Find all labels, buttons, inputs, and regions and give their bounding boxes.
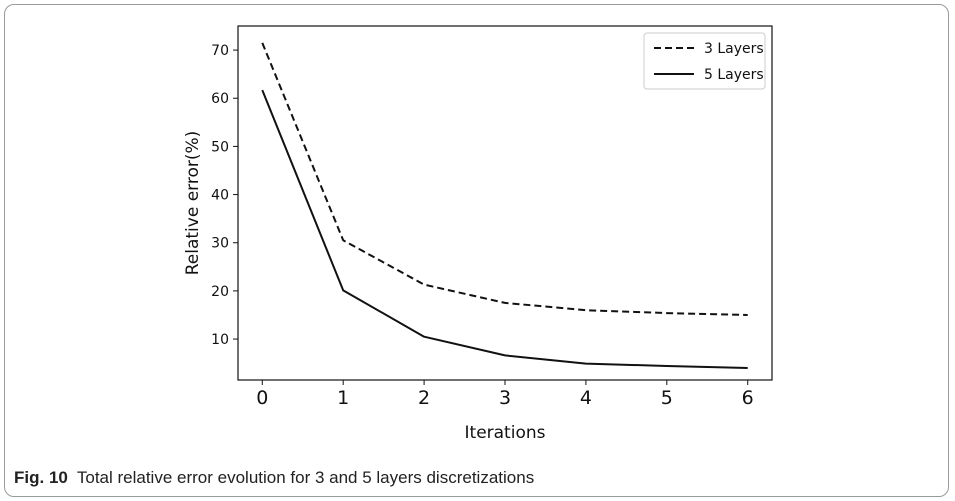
x-tick-label: 5 — [661, 387, 673, 409]
series-lines — [261, 42, 748, 369]
y-axis-label: Relative error(%) — [183, 131, 203, 276]
figure-caption: Fig. 10 Total relative error evolution fo… — [14, 468, 534, 488]
x-tick-label: 4 — [580, 387, 592, 409]
x-tick-label: 2 — [418, 387, 430, 409]
legend-label-3-layers: 3 Layers — [704, 41, 764, 57]
y-tick-label: 30 — [211, 236, 229, 252]
y-tick-label: 20 — [211, 284, 229, 300]
series-line-5-layers — [261, 89, 748, 369]
y-tick-label: 70 — [211, 43, 229, 59]
legend-label-5-layers: 5 Layers — [704, 67, 764, 83]
figure-number: Fig. 10 — [14, 468, 68, 487]
y-tick-label: 10 — [211, 332, 229, 348]
y-axis-ticks: 10 20 30 40 50 60 70 — [211, 43, 238, 348]
y-tick-label: 40 — [211, 188, 229, 204]
x-axis-ticks: 0 1 2 3 4 5 6 — [256, 380, 754, 409]
series-line-3-layers — [261, 42, 748, 316]
figure-frame — [4, 4, 949, 497]
y-tick-label: 50 — [211, 139, 229, 155]
x-tick-label: 1 — [337, 387, 349, 409]
x-tick-label: 0 — [256, 387, 268, 409]
legend: 3 Layers 5 Layers — [643, 32, 766, 90]
x-tick-label: 6 — [742, 387, 754, 409]
y-tick-label: 60 — [211, 91, 229, 107]
x-axis-label: Iterations — [465, 423, 546, 443]
caption-text: Total relative error evolution for 3 and… — [76, 468, 535, 487]
x-tick-label: 3 — [499, 387, 511, 409]
